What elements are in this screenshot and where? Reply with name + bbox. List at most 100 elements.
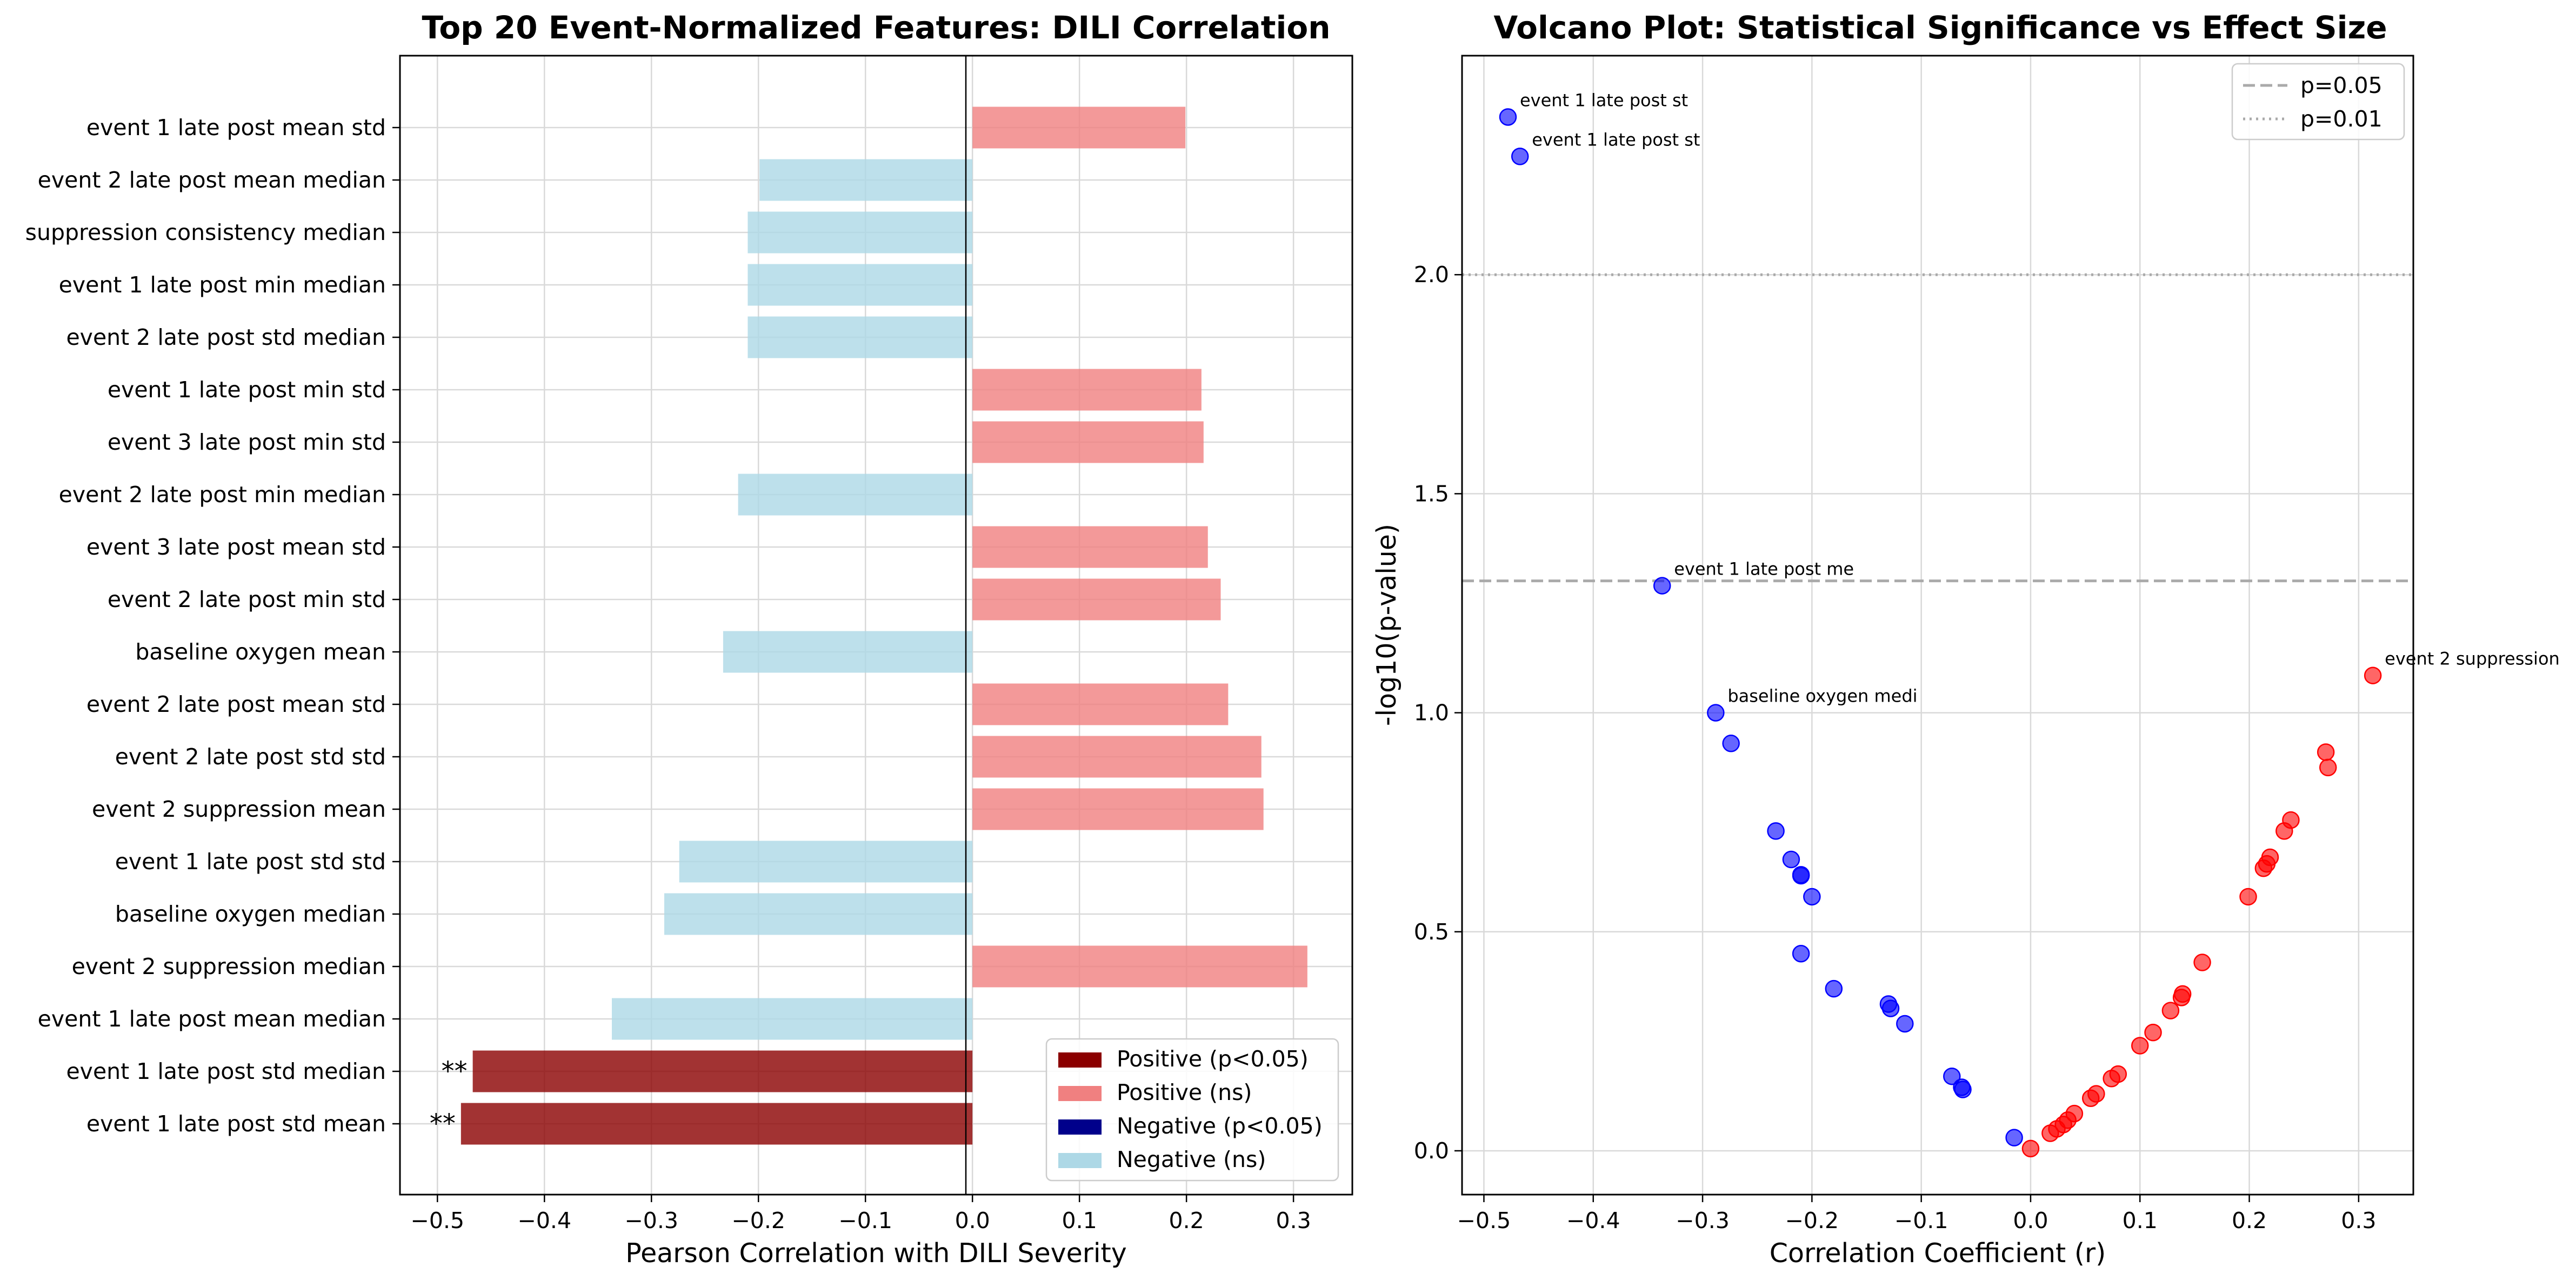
point-annotation: event 1 late post st bbox=[1532, 129, 1700, 150]
x-tick-label: −0.4 bbox=[1566, 1208, 1620, 1234]
volcano-point bbox=[2161, 1002, 2180, 1019]
x-tick-label: −0.5 bbox=[1457, 1208, 1511, 1234]
bar bbox=[972, 736, 1262, 778]
volcano-plot-x-ticks: −0.5 −0.4 −0.3 −0.2 −0.1 0.0 0.1 0.2 0.3 bbox=[1457, 1195, 2376, 1234]
volcano-point bbox=[2005, 1129, 2023, 1146]
volcano-point bbox=[1499, 108, 1517, 126]
bar-category-label: event 2 suppression median bbox=[72, 954, 386, 979]
significance-mark: ** bbox=[442, 1056, 468, 1086]
bar-category-label: suppression consistency median bbox=[25, 219, 386, 245]
x-tick-label: 0.3 bbox=[1276, 1208, 1311, 1234]
legend-swatch bbox=[1058, 1086, 1102, 1101]
volcano-plot-frame bbox=[1461, 55, 2414, 1196]
bar-chart-bars bbox=[461, 106, 1307, 1145]
volcano-point bbox=[1792, 866, 1810, 885]
volcano-plot-legend: p=0.05 p=0.01 bbox=[2231, 63, 2405, 141]
x-tick-label: −0.5 bbox=[411, 1208, 465, 1234]
bar-chart-title: Top 20 Event-Normalized Features: DILI C… bbox=[422, 9, 1330, 46]
bar-chart-x-ticks: −0.5 −0.4 −0.3 −0.2 −0.1 0.0 0.1 0.2 0.3 bbox=[411, 1195, 1311, 1234]
bar bbox=[748, 211, 973, 254]
bar-category-label: event 1 late post std mean bbox=[86, 1111, 386, 1137]
volcano-plot-grid bbox=[1462, 56, 2413, 1195]
bar-category-label: event 3 late post mean std bbox=[86, 534, 386, 560]
volcano-plot-panel: Volcano Plot: Statistical Significance v… bbox=[1371, 9, 2560, 1269]
x-tick-label: 0.1 bbox=[1062, 1208, 1097, 1234]
volcano-point bbox=[2021, 1139, 2040, 1158]
volcano-point bbox=[2261, 848, 2279, 866]
bar-category-label: event 2 late post min std bbox=[108, 586, 386, 612]
volcano-point bbox=[1782, 850, 1800, 869]
x-tick-label: 0.2 bbox=[1169, 1208, 1204, 1234]
bar-category-label: event 2 late post mean median bbox=[38, 167, 386, 193]
volcano-point bbox=[2109, 1065, 2127, 1083]
significance-mark: ** bbox=[430, 1109, 456, 1139]
x-tick-label: −0.1 bbox=[1894, 1208, 1948, 1234]
x-tick-label: −0.2 bbox=[1785, 1208, 1839, 1234]
volcano-plot-annotations: event 1 late post st event 1 late post st… bbox=[1520, 90, 2560, 706]
x-tick-label: 0.2 bbox=[2232, 1208, 2267, 1234]
x-tick-label: −0.3 bbox=[1676, 1208, 1730, 1234]
bar bbox=[972, 421, 1204, 463]
y-tick-label: 1.5 bbox=[1414, 481, 1449, 506]
volcano-point bbox=[1954, 1081, 1972, 1098]
x-tick-label: 0.1 bbox=[2123, 1208, 2158, 1234]
bar bbox=[461, 1103, 973, 1145]
volcano-plot-points bbox=[1499, 108, 2382, 1158]
volcano-point bbox=[2282, 811, 2300, 829]
volcano-point bbox=[1707, 704, 1725, 722]
bar bbox=[748, 264, 973, 306]
bar bbox=[972, 578, 1221, 621]
volcano-plot-y-ticks: 0.0 0.5 1.0 1.5 2.0 bbox=[1414, 262, 1462, 1164]
legend-box bbox=[2231, 63, 2405, 141]
volcano-point bbox=[1792, 945, 1810, 963]
bar-category-label: event 1 late post min std bbox=[108, 377, 386, 403]
bar bbox=[972, 788, 1264, 830]
bar-category-label: event 1 late post std std bbox=[115, 849, 386, 875]
x-tick-label: 0.0 bbox=[955, 1208, 990, 1234]
volcano-point bbox=[2087, 1085, 2105, 1103]
volcano-point bbox=[2193, 954, 2211, 971]
point-annotation: event 1 late post st bbox=[1520, 90, 1688, 110]
legend-box bbox=[1045, 1038, 1339, 1182]
bar-category-label: event 1 late post mean std bbox=[86, 115, 386, 141]
bar bbox=[972, 526, 1208, 568]
legend-label: Negative (ns) bbox=[1117, 1146, 1266, 1172]
significance-marks: ** ** bbox=[430, 1056, 468, 1139]
bar-category-label: event 2 late post std std bbox=[115, 744, 386, 770]
bar-category-label: baseline oxygen median bbox=[115, 901, 386, 927]
x-tick-label: −0.2 bbox=[731, 1208, 785, 1234]
y-tick-label: 1.0 bbox=[1414, 700, 1449, 726]
bar bbox=[759, 159, 973, 201]
bar-category-label: event 3 late post min std bbox=[108, 429, 386, 455]
legend-swatch bbox=[1058, 1052, 1102, 1068]
bar bbox=[723, 631, 973, 673]
volcano-point bbox=[1722, 735, 1740, 752]
volcano-point bbox=[2144, 1023, 2162, 1042]
bar-category-label: event 1 late post std median bbox=[66, 1058, 386, 1084]
bar-category-label: baseline oxygen mean bbox=[135, 639, 386, 665]
x-tick-label: −0.1 bbox=[838, 1208, 892, 1234]
volcano-plot-reference-lines bbox=[1462, 273, 2413, 583]
x-tick-label: 0.3 bbox=[2341, 1208, 2376, 1234]
y-tick-label: 0.5 bbox=[1414, 919, 1449, 945]
volcano-point bbox=[2319, 758, 2337, 777]
point-annotation: event 1 late post me bbox=[1674, 559, 1854, 579]
point-annotation: baseline oxygen medi bbox=[1727, 686, 1917, 706]
x-tick-label: −0.3 bbox=[624, 1208, 678, 1234]
volcano-point bbox=[2173, 985, 2192, 1003]
volcano-plot-x-label: Correlation Coefficient (r) bbox=[1770, 1238, 2106, 1269]
volcano-point bbox=[1511, 148, 1529, 165]
legend-swatch bbox=[1058, 1153, 1102, 1168]
bar-chart-x-label: Pearson Correlation with DILI Severity bbox=[625, 1238, 1126, 1269]
bar bbox=[972, 106, 1186, 149]
volcano-point bbox=[1943, 1067, 1961, 1085]
bar-chart-panel: Top 20 Event-Normalized Features: DILI C… bbox=[25, 9, 1353, 1269]
legend-label: p=0.01 bbox=[2300, 106, 2383, 132]
legend-swatch bbox=[1058, 1119, 1102, 1135]
bar-chart-category-labels: event 1 late post mean std event 2 late p… bbox=[25, 115, 400, 1137]
bar bbox=[611, 998, 973, 1040]
volcano-point bbox=[1803, 888, 1821, 906]
volcano-point bbox=[1767, 822, 1785, 840]
bar-category-label: event 1 late post min median bbox=[59, 272, 386, 298]
volcano-point bbox=[1881, 999, 1900, 1017]
